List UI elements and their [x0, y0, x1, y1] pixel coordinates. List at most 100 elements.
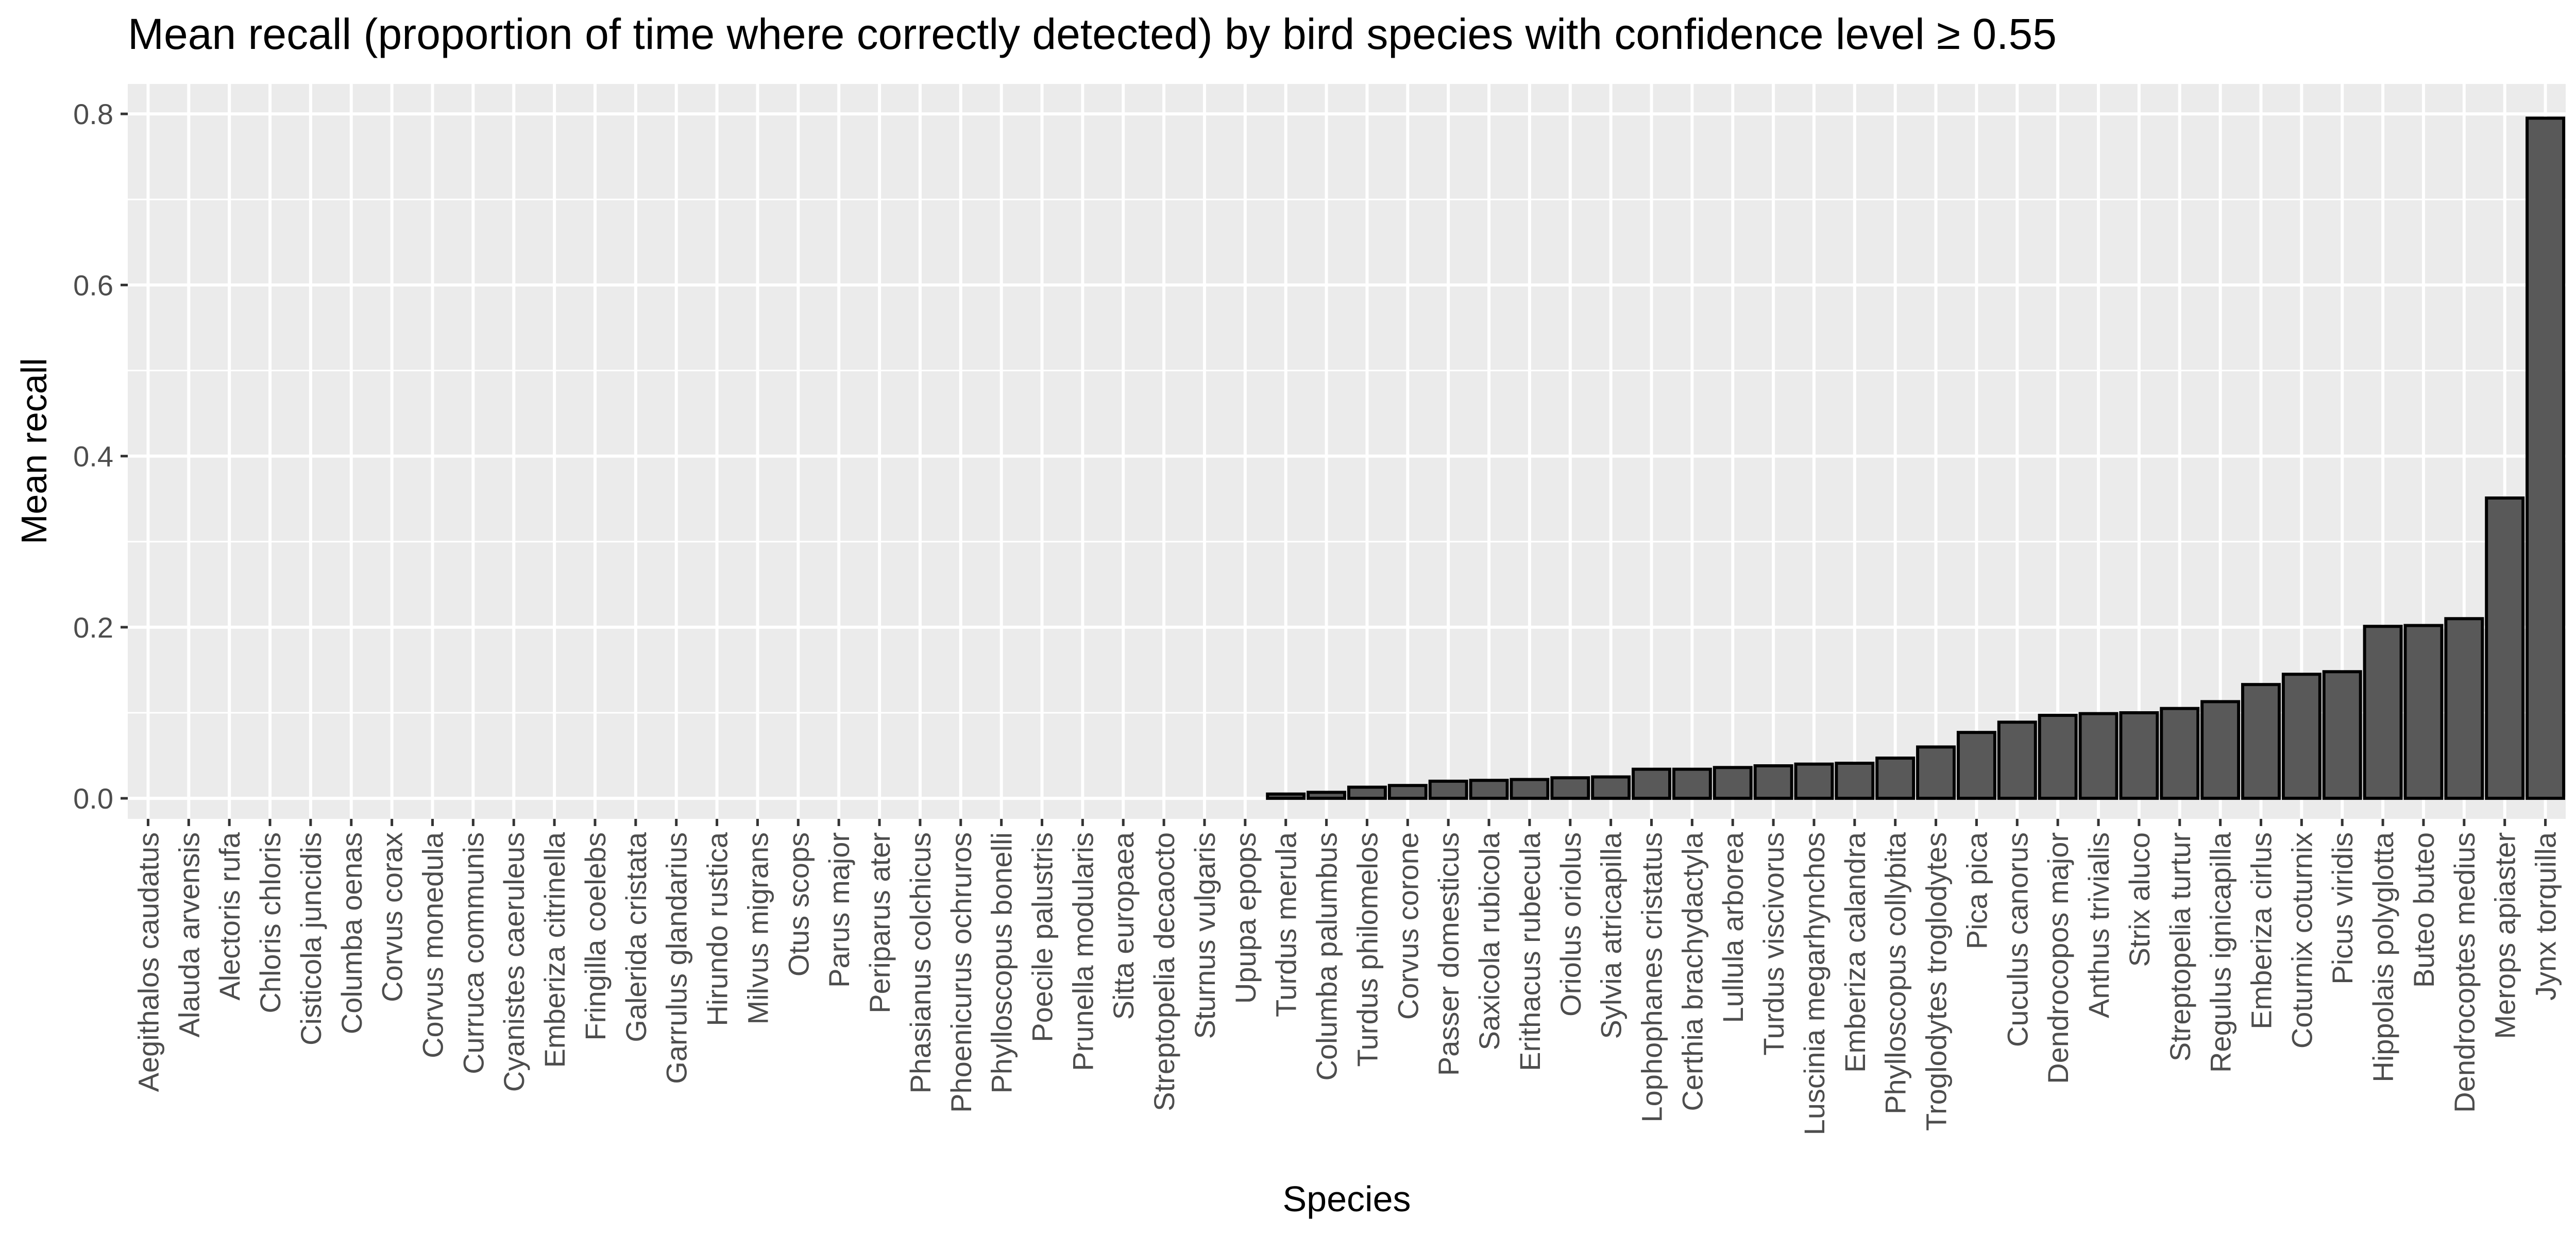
x-tick-label: Periparus ater [863, 832, 896, 1014]
x-tick-label: Turdus viscivorus [1757, 832, 1790, 1056]
bar [2403, 624, 2444, 800]
bar [1510, 778, 1550, 800]
x-tick-label: Saxicola rubicola [1473, 832, 1505, 1050]
x-tick-label: Merops apiaster [2489, 832, 2521, 1039]
bar [1672, 767, 1712, 800]
bar [1591, 775, 1631, 800]
gridlines [128, 84, 2566, 819]
x-tick-label: Anthus trivialis [2082, 832, 2115, 1018]
x-tick-label: Curruca communis [457, 832, 489, 1074]
x-tick-label: Corvus corax [376, 832, 409, 1002]
bar [1428, 779, 1468, 800]
bar [1916, 745, 1956, 800]
x-tick-label: Streptopelia decaocto [1148, 832, 1180, 1111]
x-tick-label: Sylvia atricapilla [1595, 832, 1628, 1039]
bar [2241, 683, 2281, 800]
x-tick-label: Picus viridis [2326, 832, 2359, 985]
x-tick-label: Dendrocopos major [2042, 832, 2074, 1084]
bar [1753, 764, 1793, 800]
x-tick-label: Chloris chloris [254, 832, 286, 1014]
bar [2322, 670, 2362, 800]
x-tick-label: Erithacus rubecula [1514, 832, 1546, 1071]
x-tick-label: Hippolais polyglotta [2367, 832, 2399, 1082]
x-tick-label: Corvus corone [1392, 832, 1424, 1020]
x-tick-label: Luscinia megarhynchos [1798, 832, 1831, 1135]
bar [1875, 757, 1916, 800]
x-tick-label: Aegithalos caudatus [132, 832, 164, 1092]
x-tick-label: Turdus philomelos [1351, 832, 1383, 1067]
x-tick-label: Emberiza cirlus [2245, 832, 2278, 1029]
x-tick-label: Pica pica [1960, 832, 1993, 949]
x-tick-label: Hirundo rustica [701, 832, 734, 1026]
x-tick-label: Corvus monedula [417, 832, 449, 1058]
bar [1307, 791, 1347, 800]
bar [1956, 731, 1996, 800]
bar [1835, 762, 1875, 800]
x-tick-label: Galerida cristata [620, 832, 652, 1042]
y-tick-label: 0.8 [73, 98, 113, 130]
x-axis-title: Species [1282, 1179, 1411, 1219]
bar [2526, 116, 2566, 800]
x-tick-label: Turdus merula [1270, 832, 1302, 1017]
x-tick-label: Sturnus vulgaris [1189, 832, 1221, 1039]
plot-panel [128, 84, 2566, 819]
x-tick-label: Phylloscopus collybita [1879, 832, 1912, 1114]
x-tick-label: Coturnix coturnix [2285, 832, 2318, 1049]
x-tick-label: Prunella modularis [1066, 832, 1099, 1071]
x-tick-label: Alauda arvensis [173, 832, 205, 1037]
x-tick-label: Phoenicurus ochruros [945, 832, 977, 1113]
bar [1713, 766, 1753, 800]
x-tick-label: Otus scops [782, 832, 815, 976]
bar [2444, 617, 2484, 800]
x-tick-label: Cyanistes caeruleus [498, 832, 530, 1092]
bar [2363, 625, 2403, 800]
bar [1550, 776, 1590, 800]
x-tick-label: Emberiza calandra [1839, 832, 1871, 1073]
x-tick-label: Jynx torquilla [2530, 832, 2562, 1001]
x-axis: Aegithalos caudatus Alauda arvensis Alecto… [132, 819, 2562, 1135]
bar [2038, 713, 2078, 800]
bar [1794, 762, 1834, 800]
y-tick-label: 0.4 [73, 440, 113, 473]
x-tick-label: Columba oenas [335, 832, 368, 1034]
bar [1469, 779, 1509, 800]
x-tick-label: Certhia brachydactyla [1676, 832, 1708, 1111]
y-axis: 0.0 0.2 0.4 0.6 0.8 [73, 98, 128, 815]
x-tick-label: Oriolus oriolus [1554, 832, 1587, 1017]
bars [1266, 116, 2566, 800]
bar [2200, 700, 2241, 800]
bar [2119, 711, 2159, 800]
x-tick-label: Buteo buteo [2408, 832, 2440, 988]
x-tick-label: Lullula arborea [1717, 832, 1749, 1023]
x-tick-label: Troglodytes troglodytes [1920, 832, 1953, 1131]
bar [2078, 712, 2119, 800]
y-tick-label: 0.2 [73, 611, 113, 644]
bar [2281, 673, 2321, 800]
x-tick-label: Strix aluco [2123, 832, 2156, 967]
x-tick-label: Lophophanes cristatus [1636, 832, 1668, 1123]
x-tick-label: Passer domesticus [1432, 832, 1465, 1076]
x-tick-label: Phylloscopus bonelli [986, 832, 1018, 1093]
x-tick-label: Dendrocoptes medius [2448, 832, 2481, 1113]
y-tick-label: 0.0 [73, 782, 113, 815]
bar [2485, 496, 2525, 800]
y-axis-title: Mean recall [14, 358, 54, 544]
x-tick-label: Phasianus colchicus [904, 832, 937, 1093]
x-tick-label: Columba palumbus [1311, 832, 1343, 1080]
y-tick-label: 0.6 [73, 269, 113, 301]
x-tick-label: Parus major [823, 832, 855, 988]
x-tick-label: Regulus ignicapilla [2205, 832, 2237, 1073]
bar [1347, 785, 1387, 800]
bar [2160, 707, 2200, 800]
x-tick-label: Sitta europaea [1107, 832, 1140, 1020]
x-tick-label: Fringilla coelebs [579, 832, 612, 1041]
bar [1266, 792, 1306, 800]
bar [1387, 784, 1428, 800]
x-tick-label: Cisticola juncidis [295, 832, 327, 1045]
x-tick-label: Garrulus glandarius [660, 832, 693, 1084]
x-tick-label: Poecile palustris [1026, 832, 1059, 1042]
x-tick-label: Upupa epops [1229, 832, 1262, 1004]
x-tick-label: Alectoris rufa [213, 832, 246, 1001]
chart-title: Mean recall (proportion of time where co… [128, 10, 2057, 58]
